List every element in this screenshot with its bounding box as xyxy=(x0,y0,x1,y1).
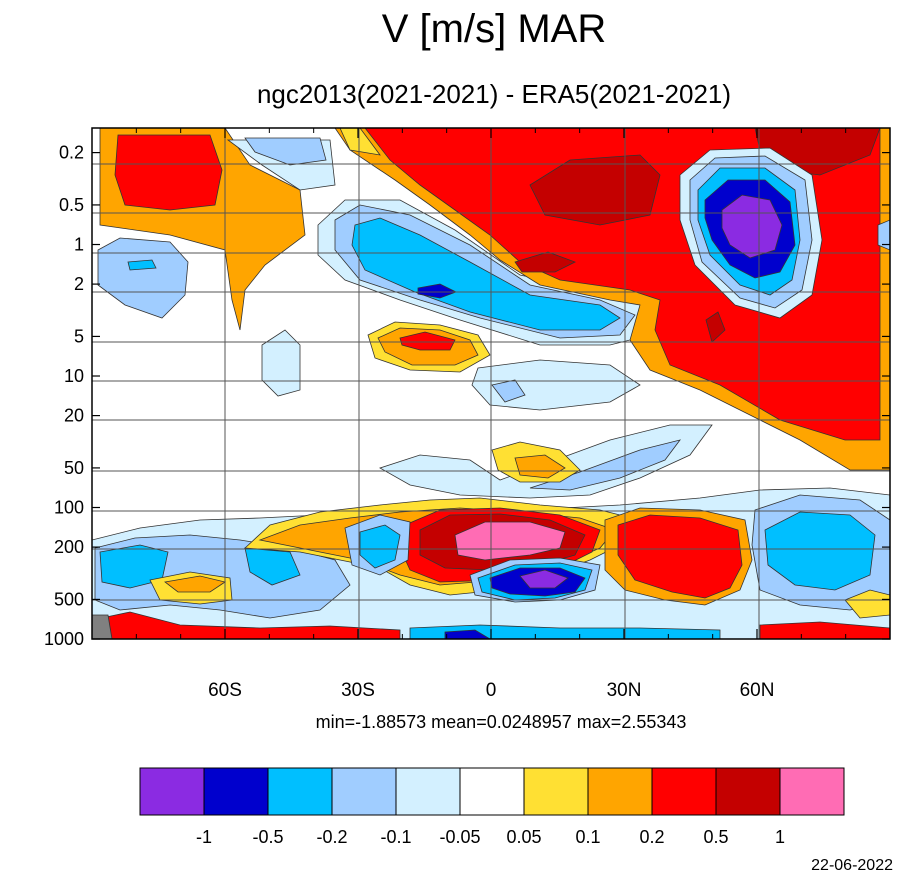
colorbar-swatch xyxy=(267,767,333,816)
colorbar-label: 0.5 xyxy=(703,827,728,847)
colorbar-swatch xyxy=(715,767,781,816)
y-axis-ticks: 0.2 0.5 1 2 5 10 20 50 100 200 500 1000 xyxy=(44,143,890,649)
contour-surface-red xyxy=(92,611,401,639)
contour-upper-left-red xyxy=(114,134,223,211)
contour-upper-pale-3 xyxy=(261,329,301,397)
contour-upper-right-darkred xyxy=(529,154,661,226)
contour-mid-pale-2 xyxy=(379,424,713,499)
contour-lower-mid-blue xyxy=(359,524,401,569)
colorbar-swatch xyxy=(331,767,397,816)
chart-subtitle: ngc2013(2021-2021) - ERA5(2021-2021) xyxy=(257,79,731,109)
colorbar-label: -0.05 xyxy=(439,827,480,847)
colorbar-swatch xyxy=(523,767,589,816)
colorbar-label: -0.2 xyxy=(316,827,347,847)
contour-mid-lightblue xyxy=(491,379,526,403)
colorbar: -1 -0.5 -0.2 -0.1 -0.05 0.05 0.1 0.2 0.5 1 xyxy=(139,767,845,847)
contour-upper-right-yellow-edge xyxy=(339,128,381,156)
contour-surface-darkblue xyxy=(444,629,491,639)
x-tick-label: 60S xyxy=(208,680,242,701)
y-tick-label: 10 xyxy=(64,366,84,386)
contour-lower-right-yellow xyxy=(844,589,890,619)
y-tick-label: 20 xyxy=(64,406,84,426)
y-tick-label: 200 xyxy=(54,537,84,557)
contour-surface-terrain xyxy=(92,614,113,639)
colorbar-label: 0.05 xyxy=(506,827,541,847)
contour-upper-pale-2 xyxy=(244,137,327,166)
colorbar-label: -1 xyxy=(196,827,212,847)
grid-lines xyxy=(92,128,890,639)
y-tick-label: 1000 xyxy=(44,629,84,649)
contour-surface-blue xyxy=(409,624,721,639)
contour-lower-right-red xyxy=(617,514,743,599)
y-tick-label: 2 xyxy=(74,274,84,294)
x-tick-label: 0 xyxy=(486,680,497,701)
colorbar-swatch xyxy=(395,767,461,816)
colorbar-swatch xyxy=(779,767,845,816)
x-tick-label: 30S xyxy=(341,680,375,701)
y-tick-label: 0.2 xyxy=(59,143,84,163)
colorbar-label: 0.2 xyxy=(639,827,664,847)
colorbar-swatch xyxy=(203,767,269,816)
colorbar-swatch xyxy=(651,767,717,816)
contour-lower-center-purple xyxy=(519,569,569,589)
y-tick-label: 50 xyxy=(64,458,84,478)
contour-right-edge-blue xyxy=(877,219,890,251)
contour-darkred-spot xyxy=(705,311,726,343)
contour-surface-red-right xyxy=(759,621,890,639)
colorbar-label: -0.5 xyxy=(252,827,283,847)
x-tick-label: 30N xyxy=(607,680,642,701)
contour-lower-left-orange xyxy=(164,575,226,593)
contour-lower-left-blue-2 xyxy=(244,547,301,586)
colorbar-label: 1 xyxy=(775,827,785,847)
date-stamp: 22-06-2022 xyxy=(811,857,893,874)
contour-darkred-small xyxy=(514,251,577,273)
contour-mid-orange-2 xyxy=(514,454,566,479)
contour-central-blue xyxy=(351,217,621,331)
contour-vortex-purple xyxy=(721,194,783,259)
contour-upper-left-blue xyxy=(127,259,157,271)
x-axis-ticks: 60S 30S 0 30N 60N xyxy=(135,128,847,701)
chart-title: V [m/s] MAR xyxy=(382,7,606,51)
contour-mid-red xyxy=(399,331,456,351)
stats-text: min=-1.88573 mean=0.0248957 max=2.55343 xyxy=(316,712,687,732)
y-tick-label: 1 xyxy=(74,235,84,255)
y-tick-label: 5 xyxy=(74,326,84,346)
colorbar-swatch xyxy=(459,767,525,816)
colorbar-label: -0.1 xyxy=(380,827,411,847)
colorbar-swatch xyxy=(139,767,205,816)
colorbar-swatch xyxy=(587,767,653,816)
y-tick-label: 0.5 xyxy=(59,195,84,215)
contour-lower-right-blue xyxy=(764,511,876,591)
y-tick-label: 100 xyxy=(54,498,84,518)
colorbar-label: 0.1 xyxy=(575,827,600,847)
y-tick-label: 500 xyxy=(54,589,84,609)
contour-central-darkblue xyxy=(417,283,457,299)
contour-lower-center-pink xyxy=(454,521,566,561)
x-tick-label: 60N xyxy=(740,680,775,701)
